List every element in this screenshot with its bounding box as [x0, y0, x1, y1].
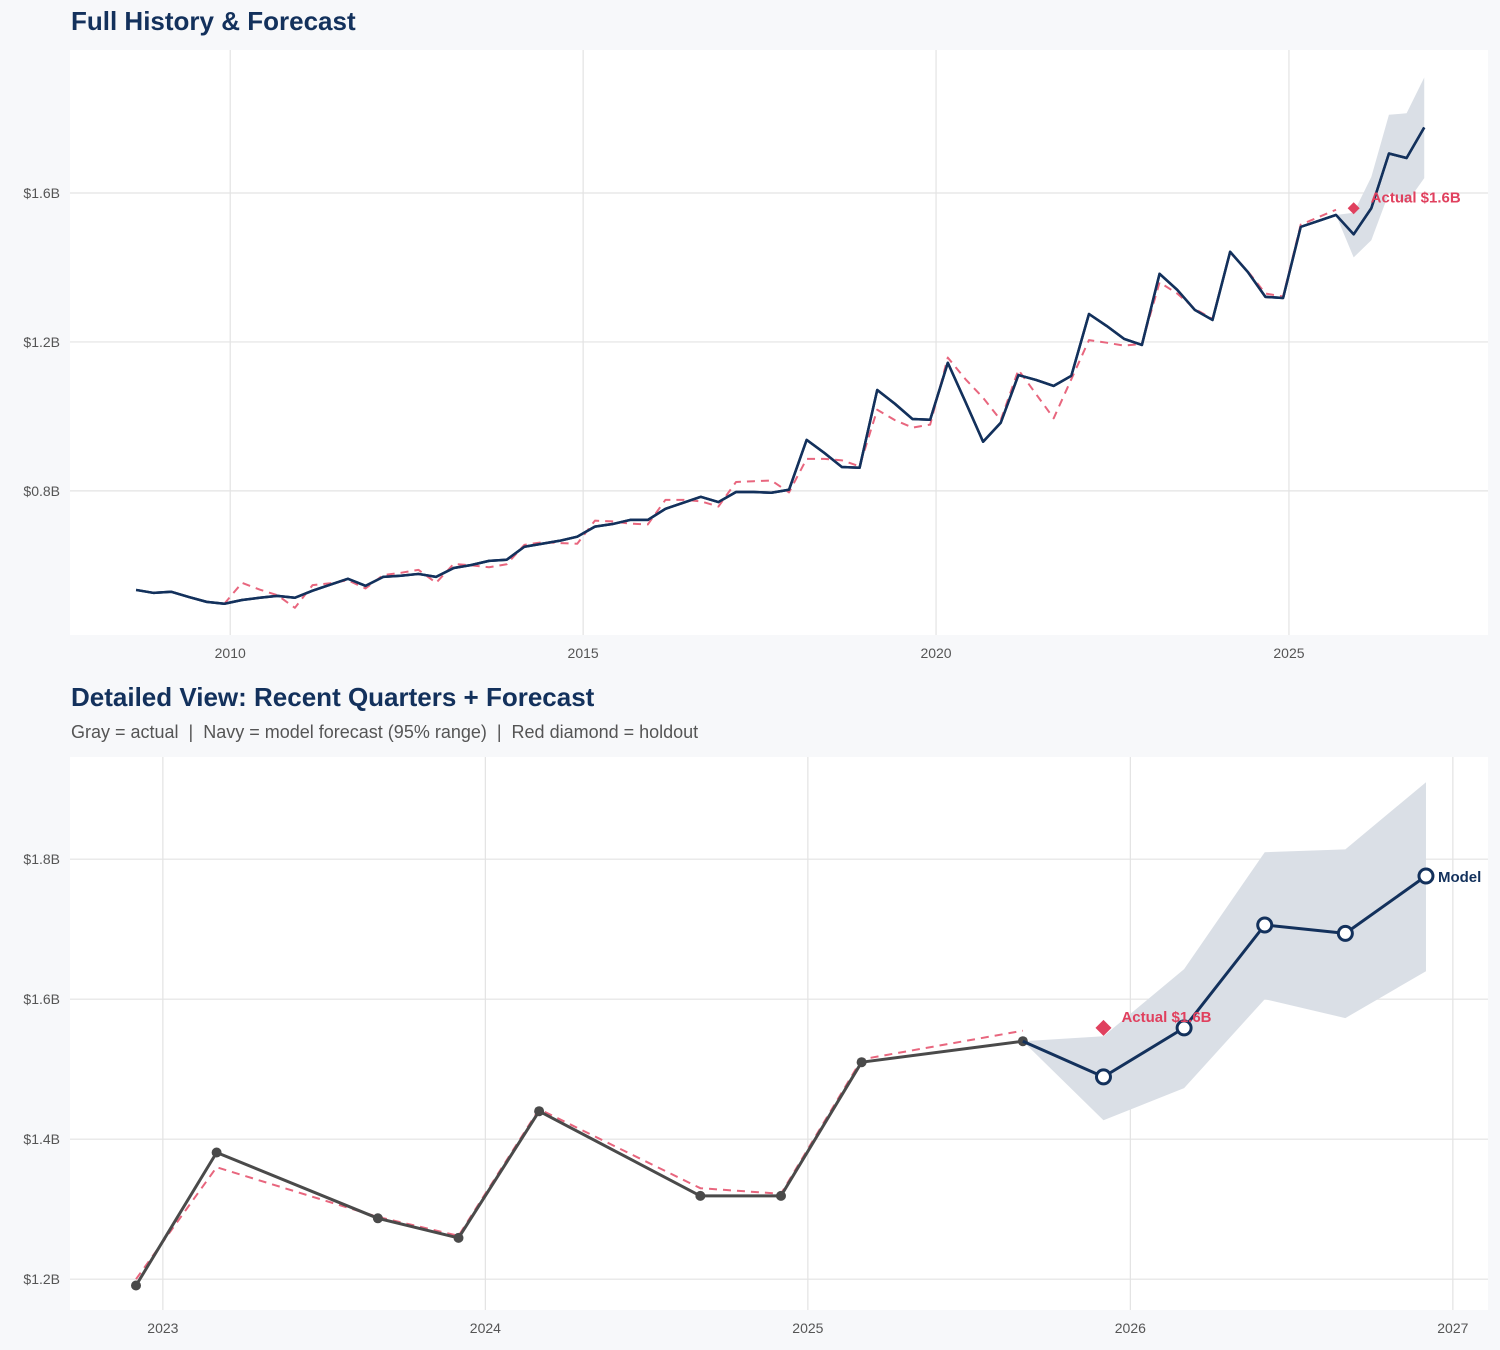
forecast-band [1022, 782, 1426, 1121]
holdout-label: Actual $1.6B [1121, 1009, 1211, 1026]
forecast-line [1022, 874, 1427, 1079]
chart-title-bottom: Detailed View: Recent Quarters + Forecas… [71, 682, 595, 712]
y-tick-label: $1.2B [23, 1271, 60, 1287]
x-tick-label: 2025 [1273, 645, 1304, 661]
model-end-label: Model [1438, 869, 1481, 886]
actual-point [775, 1190, 786, 1201]
x-tick-label: 2026 [1115, 1320, 1146, 1336]
actual-point [372, 1213, 383, 1224]
actual-point [534, 1106, 545, 1117]
y-tick-label: $1.6B [23, 991, 60, 1007]
x-tick-label: 2010 [215, 645, 246, 661]
forecast-point [1336, 924, 1354, 942]
x-tick-label: 2020 [920, 645, 951, 661]
x-tick-label: 2027 [1437, 1320, 1468, 1336]
forecast-point [1175, 1019, 1193, 1037]
model-line-overlay [135, 126, 1426, 605]
holdout-diamond [1347, 202, 1360, 215]
x-tick-label: 2024 [470, 1320, 501, 1336]
chart-title-top: Full History & Forecast [71, 6, 356, 36]
y-tick-label: $1.6B [23, 185, 60, 201]
full-history-chart: 2010 2015 2020 2025 $0.8B $1.2B $1.6B Actual $1… [23, 50, 1488, 661]
chart-subtitle-bottom: Gray = actual | Navy = model forecast (9… [71, 722, 699, 742]
actual-point [453, 1232, 464, 1243]
actual-point [695, 1190, 706, 1201]
forecast-point [1256, 916, 1274, 934]
holdout-diamond [1095, 1019, 1112, 1036]
actual-point [131, 1280, 142, 1291]
actual-point [211, 1147, 222, 1158]
y-tick-label: $1.2B [23, 334, 60, 350]
forecast-point [1417, 867, 1435, 885]
x-tick-label: 2023 [147, 1320, 178, 1336]
x-tick-label: 2015 [568, 645, 599, 661]
plot-area [70, 757, 1488, 1310]
x-tick-label: 2025 [792, 1320, 823, 1336]
y-tick-label: $1.4B [23, 1131, 60, 1147]
forecast-band [1336, 77, 1425, 258]
actual-point [856, 1057, 867, 1068]
holdout-label: Actual $1.6B [1371, 189, 1461, 206]
y-tick-label: $1.8B [23, 851, 60, 867]
y-tick-label: $0.8B [23, 483, 60, 499]
forecast-point [1094, 1068, 1112, 1086]
